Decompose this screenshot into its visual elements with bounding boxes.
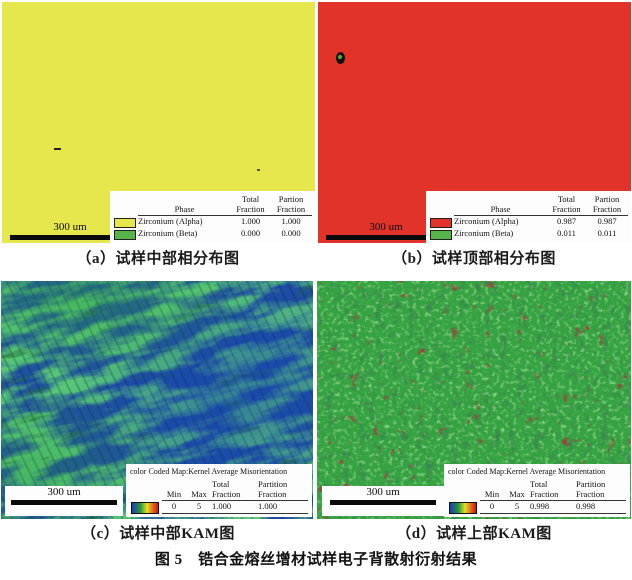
legend-header-max: Max bbox=[504, 489, 530, 501]
legend-header-fraction: Fraction bbox=[547, 204, 586, 216]
panel-d-kam-legend: color Coded Map:Kernel Average Misorient… bbox=[444, 463, 630, 517]
legend-header-fraction: Fraction bbox=[530, 489, 576, 501]
partition-fraction-value: 0.011 bbox=[597, 228, 617, 238]
kam-max-value: 5 bbox=[504, 501, 530, 514]
partition-fraction-value: 0.987 bbox=[597, 216, 617, 226]
legend-header-phase: Phase bbox=[454, 204, 547, 216]
beta-phase-swatch bbox=[430, 230, 452, 240]
phase-name: Zirconium (Beta) bbox=[454, 228, 514, 238]
total-fraction-value: 1.000 bbox=[240, 216, 261, 226]
total-fraction-value: 0.998 bbox=[530, 501, 576, 514]
partition-fraction-value: 0.000 bbox=[281, 228, 301, 238]
legend-header-partition: Partition bbox=[576, 478, 606, 489]
kam-colormap-swatch bbox=[131, 502, 159, 514]
phase-name: Zirconium (Beta) bbox=[138, 228, 198, 238]
panel-a-phase-legend: Total Partion Phase Fraction Fraction Zi… bbox=[110, 190, 315, 243]
legend-header-total: Total bbox=[241, 193, 260, 204]
kam-min-value: 0 bbox=[480, 501, 504, 514]
impurity-speck bbox=[54, 148, 61, 150]
legend-header-max: Max bbox=[186, 489, 212, 501]
panel-b-scale-bar: 300 um bbox=[326, 221, 446, 240]
legend-header-fraction: Fraction bbox=[212, 489, 258, 501]
phase-name: Zirconium (Alpha) bbox=[138, 216, 203, 226]
phase-legend-table: Total Partion Phase Fraction Fraction Zi… bbox=[428, 194, 628, 240]
legend-header-fraction: Fraction bbox=[270, 204, 312, 216]
caption-panel-b: （b）试样顶部相分布图 bbox=[392, 251, 556, 267]
alpha-phase-swatch bbox=[430, 218, 452, 228]
panel-c-kam-map-middle: 300 um color Coded Map:Kernel Average Mi… bbox=[1, 281, 313, 519]
kam-min-value: 0 bbox=[162, 501, 186, 514]
scale-bar-line bbox=[326, 235, 446, 240]
kam-max-value: 5 bbox=[186, 501, 212, 514]
kam-map-label: color Coded Map:Kernel Average Misorient… bbox=[130, 466, 288, 476]
phase-name: Zirconium (Alpha) bbox=[454, 216, 519, 226]
legend-header-min: Min bbox=[480, 489, 504, 501]
caption-panel-d: （d）试样上部KAM图 bbox=[396, 526, 552, 542]
scale-bar-line bbox=[330, 500, 436, 506]
scale-bar-line bbox=[11, 500, 117, 506]
dark-inclusion-blob bbox=[336, 52, 345, 64]
legend-header-fraction: Fraction bbox=[586, 204, 628, 216]
legend-header-fraction: Fraction bbox=[576, 489, 626, 501]
legend-header-phase: Phase bbox=[138, 204, 231, 216]
figure-title: 图 5 锆合金熔丝增材试样电子背散射衍射结果 bbox=[154, 552, 478, 568]
legend-header-total: Total bbox=[557, 193, 576, 204]
scale-bar-label: 300 um bbox=[47, 486, 81, 498]
panel-c-scale-bar: 300 um bbox=[5, 486, 123, 516]
caption-panel-a: （a）试样中部相分布图 bbox=[76, 251, 240, 267]
panel-b-phase-legend: Total Partion Phase Fraction Fraction Zi… bbox=[426, 190, 631, 243]
panel-b-phase-map-top: 300 um Total Partion Phase Fraction Frac… bbox=[318, 2, 631, 243]
scale-bar-label: 300 um bbox=[53, 220, 87, 233]
total-fraction-value: 0.000 bbox=[240, 228, 261, 238]
scale-bar-line bbox=[10, 235, 130, 240]
panel-d-scale-bar: 300 um bbox=[322, 486, 444, 516]
scale-bar-label: 300 um bbox=[366, 486, 400, 498]
scale-bar-label: 300 um bbox=[369, 220, 403, 233]
kam-legend-table: Total Partition Min Max Fraction Fractio… bbox=[448, 479, 626, 514]
phase-legend-table: Total Partion Phase Fraction Fraction Zi… bbox=[112, 194, 312, 240]
panel-a-phase-map-middle: 300 um Total Partion Phase Fraction Frac… bbox=[2, 2, 315, 243]
legend-header-total: Total bbox=[530, 478, 548, 489]
legend-header-fraction: Fraction bbox=[231, 204, 270, 216]
partition-fraction-value: 1.000 bbox=[281, 216, 301, 226]
partition-fraction-value: 0.998 bbox=[576, 501, 626, 514]
panel-c-kam-legend: color Coded Map:Kernel Average Misorient… bbox=[126, 463, 312, 517]
legend-header-partition: Partition bbox=[258, 478, 288, 489]
panel-d-kam-map-upper: 300 um color Coded Map:Kernel Average Mi… bbox=[317, 281, 631, 519]
total-fraction-value: 1.000 bbox=[212, 501, 258, 514]
alpha-phase-swatch bbox=[114, 218, 136, 228]
impurity-speck bbox=[257, 169, 260, 171]
panel-a-scale-bar: 300 um bbox=[10, 221, 130, 240]
beta-phase-swatch bbox=[114, 230, 136, 240]
kam-colormap-swatch bbox=[449, 502, 477, 514]
total-fraction-value: 0.987 bbox=[556, 216, 577, 226]
partition-fraction-value: 1.000 bbox=[258, 501, 308, 514]
total-fraction-value: 0.011 bbox=[557, 228, 576, 238]
caption-panel-c: （c）试样中部KAM图 bbox=[81, 526, 235, 542]
kam-map-label: color Coded Map:Kernel Average Misorient… bbox=[448, 466, 606, 476]
legend-header-min: Min bbox=[162, 489, 186, 501]
legend-header-partition: Partion bbox=[278, 193, 304, 204]
legend-header-fraction: Fraction bbox=[258, 489, 308, 501]
kam-legend-table: Total Partition Min Max Fraction Fractio… bbox=[130, 479, 308, 514]
legend-header-partition: Partion bbox=[594, 193, 620, 204]
legend-header-total: Total bbox=[212, 478, 230, 489]
